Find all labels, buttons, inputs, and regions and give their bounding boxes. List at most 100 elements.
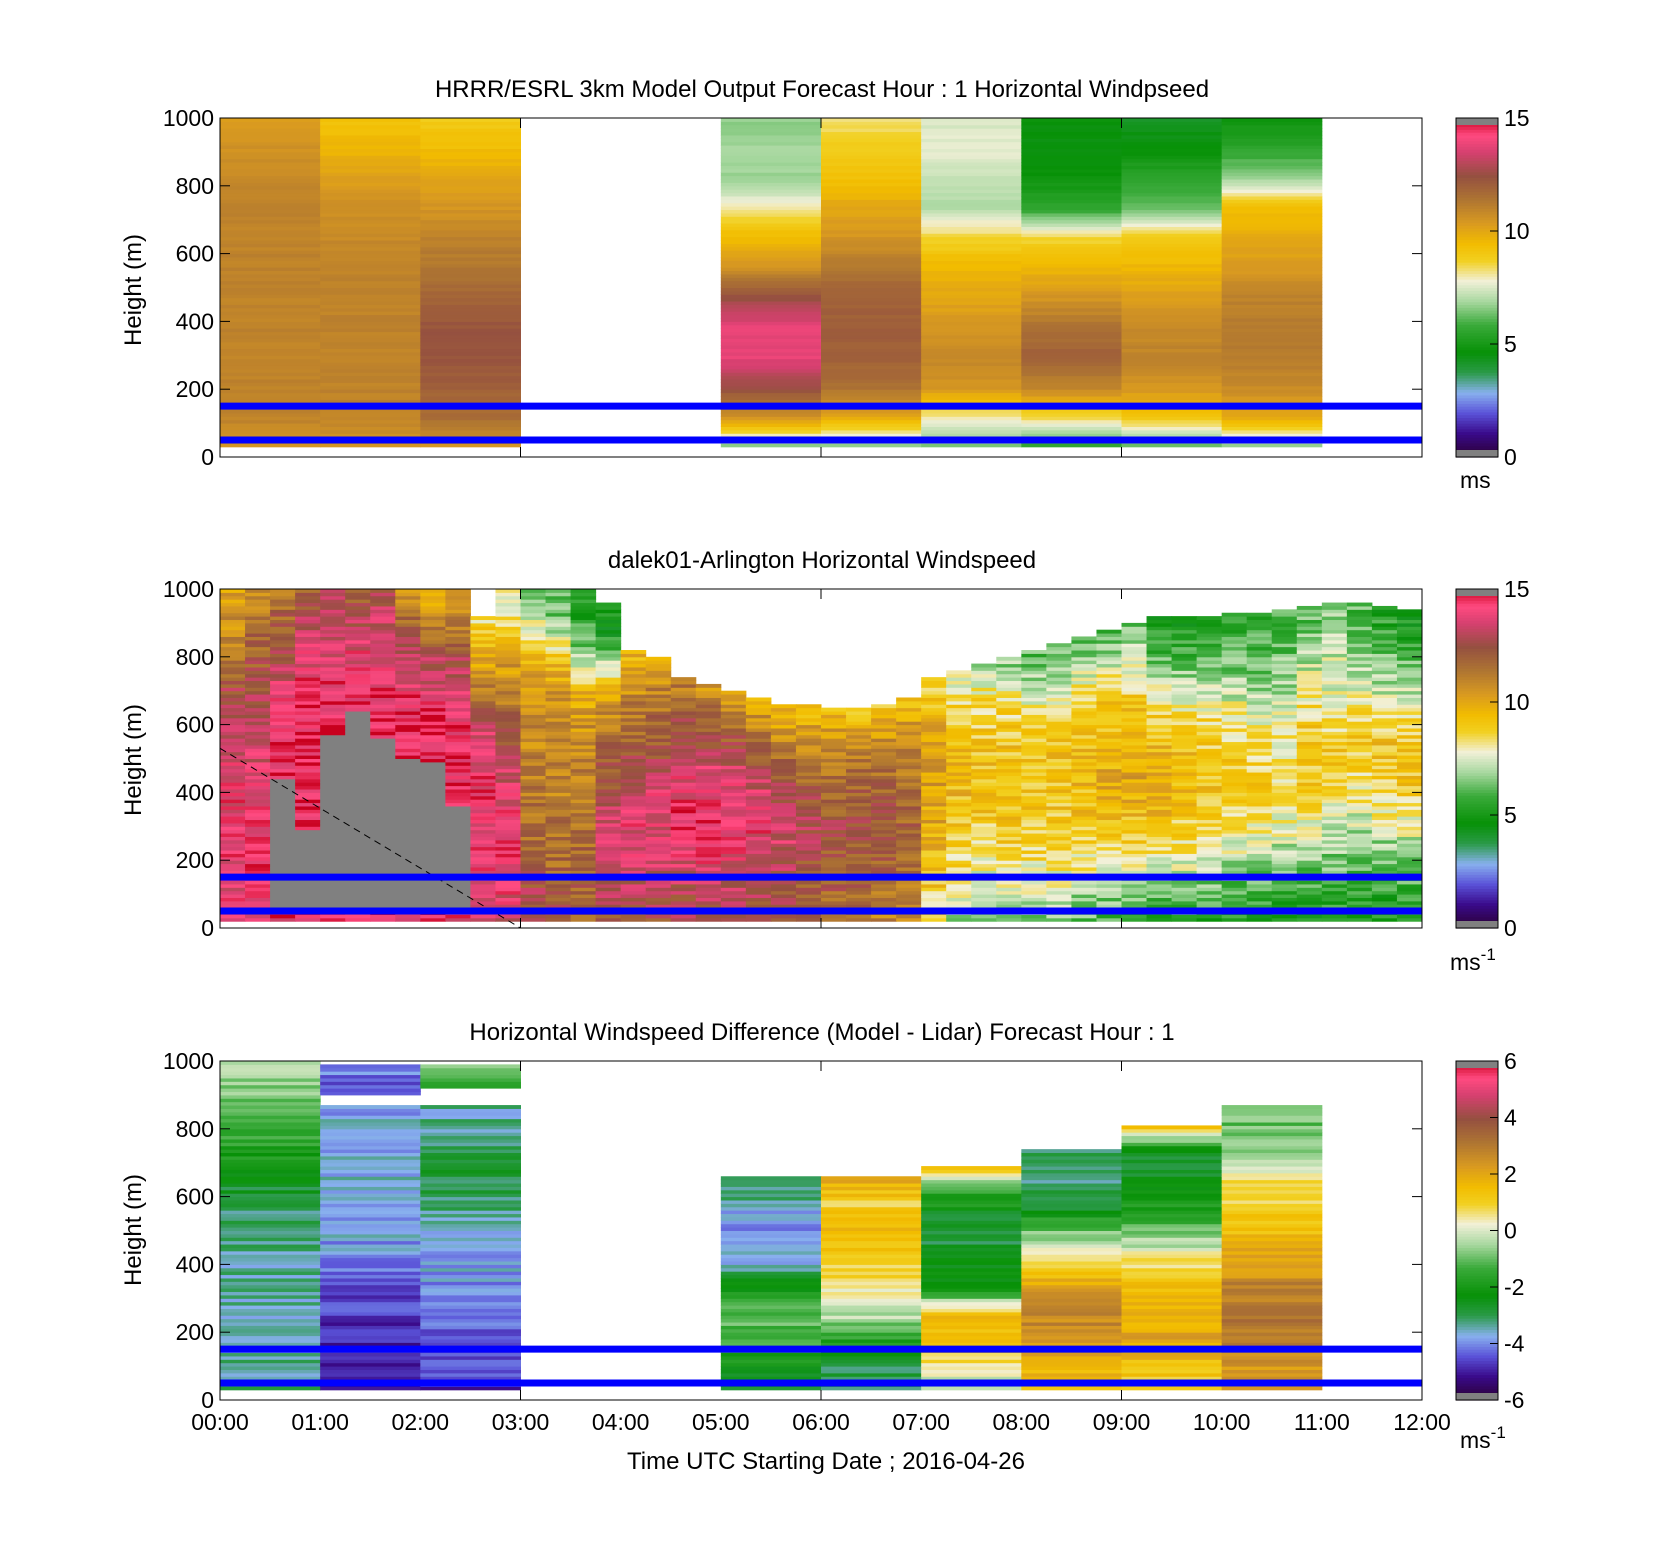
heatmap-cell bbox=[595, 670, 622, 675]
heatmap-cell bbox=[370, 605, 396, 610]
heatmap-cell bbox=[821, 348, 922, 353]
heatmap-cell bbox=[245, 890, 271, 895]
heatmap-cell bbox=[971, 853, 997, 858]
heatmap-cell bbox=[1071, 914, 1097, 919]
heatmap-cell bbox=[921, 121, 1022, 126]
heatmap-cell bbox=[320, 744, 346, 749]
heatmap-cell bbox=[320, 294, 421, 299]
heatmap-cell bbox=[245, 850, 271, 854]
heatmap-cell bbox=[745, 707, 772, 712]
heatmap-cell bbox=[921, 799, 947, 804]
heatmap-cell bbox=[1346, 636, 1373, 641]
heatmap-cell bbox=[645, 748, 672, 753]
heatmap-cell bbox=[1046, 836, 1072, 841]
heatmap-cell bbox=[1246, 666, 1273, 671]
heatmap-cell bbox=[320, 663, 346, 668]
heatmap-cell bbox=[921, 134, 1022, 139]
heatmap-cell bbox=[996, 775, 1022, 780]
heatmap-cell bbox=[395, 883, 421, 888]
heatmap-cell bbox=[220, 704, 246, 709]
heatmap-cell bbox=[1021, 395, 1122, 400]
heatmap-cell bbox=[695, 775, 722, 780]
heatmap-cell bbox=[320, 734, 346, 739]
heatmap-cell bbox=[720, 246, 822, 251]
heatmap-cell bbox=[570, 653, 597, 658]
heatmap-cell bbox=[1271, 653, 1298, 658]
heatmap-cell bbox=[445, 816, 471, 821]
heatmap-cell bbox=[921, 795, 947, 800]
heatmap-cell bbox=[1021, 321, 1122, 326]
heatmap-cell bbox=[345, 683, 371, 688]
heatmap-cell bbox=[1121, 707, 1148, 712]
heatmap-cell bbox=[946, 717, 972, 722]
heatmap-cell bbox=[1121, 311, 1223, 316]
heatmap-cell bbox=[1196, 690, 1223, 695]
heatmap-cell bbox=[1146, 639, 1173, 644]
heatmap-cell bbox=[220, 172, 321, 177]
heatmap-cell bbox=[821, 809, 847, 814]
heatmap-cell bbox=[1346, 789, 1373, 793]
heatmap-cell bbox=[896, 883, 922, 888]
heatmap-cell bbox=[770, 778, 797, 783]
heatmap-cell bbox=[520, 785, 547, 790]
heatmap-cell bbox=[320, 785, 346, 790]
heatmap-cell bbox=[295, 850, 321, 854]
heatmap-cell bbox=[420, 141, 521, 146]
heatmap-cell bbox=[1171, 850, 1198, 854]
heatmap-cell bbox=[370, 816, 396, 821]
heatmap-cell bbox=[1296, 812, 1323, 817]
heatmap-cell bbox=[1021, 141, 1122, 146]
heatmap-cell bbox=[1121, 229, 1223, 234]
heatmap-cell bbox=[1196, 744, 1223, 749]
heatmap-cell bbox=[570, 734, 597, 739]
heatmap-cell bbox=[821, 331, 922, 336]
heatmap-cell bbox=[1071, 819, 1097, 824]
heatmap-cell bbox=[1271, 643, 1298, 648]
heatmap-cell bbox=[370, 775, 396, 780]
heatmap-cell bbox=[1346, 711, 1373, 715]
heatmap-cell bbox=[821, 775, 847, 780]
heatmap-cell bbox=[1371, 843, 1398, 848]
heatmap-cell bbox=[821, 270, 922, 275]
heatmap-cell bbox=[645, 663, 672, 668]
heatmap-cell bbox=[545, 636, 572, 641]
heatmap-cell bbox=[1246, 619, 1273, 624]
heatmap-cell bbox=[345, 866, 371, 871]
heatmap-cell bbox=[946, 809, 972, 814]
heatmap-cell bbox=[821, 768, 847, 773]
heatmap-cell bbox=[370, 656, 396, 661]
heatmap-cell bbox=[420, 697, 446, 702]
heatmap-cell bbox=[1271, 883, 1298, 888]
heatmap-cell bbox=[1096, 636, 1122, 641]
heatmap-cell bbox=[720, 355, 822, 360]
heatmap-cell bbox=[821, 158, 922, 163]
heatmap-cell bbox=[545, 707, 572, 712]
heatmap-cell bbox=[520, 765, 547, 770]
colorbar-segment bbox=[1456, 442, 1498, 447]
heatmap-cell bbox=[220, 738, 246, 743]
heatmap-cell bbox=[896, 717, 922, 722]
heatmap-cell bbox=[996, 900, 1022, 905]
heatmap-cell bbox=[921, 860, 947, 865]
heatmap-cell bbox=[520, 751, 547, 756]
heatmap-cell bbox=[1271, 646, 1298, 651]
heatmap-cell bbox=[420, 287, 521, 292]
heatmap-cell bbox=[821, 727, 847, 732]
heatmap-cell bbox=[270, 839, 296, 844]
heatmap-cell bbox=[320, 243, 421, 248]
heatmap-cell bbox=[495, 751, 521, 756]
heatmap-cell bbox=[395, 717, 421, 722]
heatmap-cell bbox=[720, 338, 822, 343]
heatmap-cell bbox=[595, 850, 622, 854]
heatmap-cell bbox=[220, 785, 246, 790]
heatmap-cell bbox=[645, 731, 672, 736]
heatmap-cell bbox=[745, 850, 772, 854]
heatmap-cell bbox=[445, 792, 471, 797]
heatmap-cell bbox=[570, 690, 597, 695]
heatmap-cell bbox=[921, 392, 1022, 397]
heatmap-cell bbox=[445, 853, 471, 858]
heatmap-cell bbox=[1221, 782, 1248, 787]
heatmap-cell bbox=[846, 761, 872, 766]
heatmap-cell bbox=[595, 751, 622, 756]
heatmap-cell bbox=[1346, 839, 1373, 844]
